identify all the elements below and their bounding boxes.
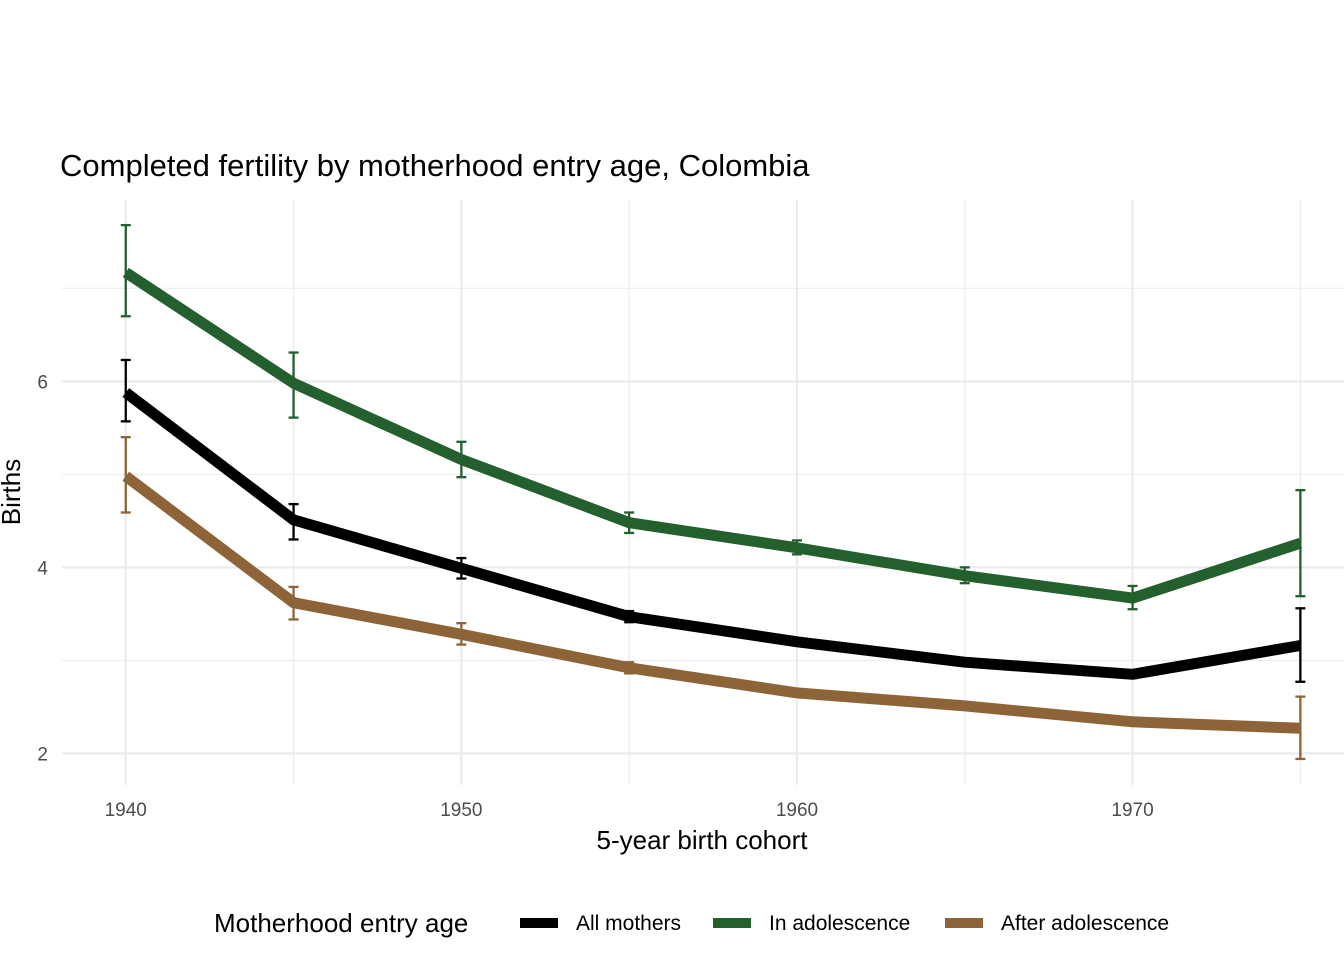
legend-label: In adolescence bbox=[769, 912, 910, 935]
error-bar-in-adolescence bbox=[120, 223, 131, 318]
legend-items: All mothers In adolescence After adolescen… bbox=[520, 912, 1169, 935]
legend-title: Motherhood entry age bbox=[214, 908, 468, 938]
error-bar-all-mothers bbox=[120, 358, 131, 423]
legend-label: After adolescence bbox=[1001, 912, 1169, 935]
error-bar-all-mothers bbox=[1295, 607, 1306, 683]
x-tick-label: 1960 bbox=[776, 800, 818, 821]
chart-title: Completed fertility by motherhood entry … bbox=[60, 148, 810, 183]
error-bar-after-adolescence bbox=[120, 436, 131, 514]
plot-panel bbox=[62, 200, 1344, 785]
x-tick-label: 1970 bbox=[1111, 800, 1153, 821]
y-tick-label: 2 bbox=[37, 744, 48, 765]
legend-item-after-adolescence: After adolescence bbox=[945, 912, 1169, 935]
series-line-in-adolescence bbox=[122, 267, 1303, 604]
series-lines bbox=[122, 267, 1303, 734]
y-tick-label: 6 bbox=[37, 372, 48, 393]
legend-swatch bbox=[520, 918, 558, 928]
y-axis-title: Births bbox=[0, 459, 26, 525]
legend-item-in-adolescence: In adolescence bbox=[713, 912, 910, 935]
legend-item-all-mothers: All mothers bbox=[520, 912, 681, 935]
y-tick-label: 4 bbox=[37, 558, 48, 579]
x-tick-label: 1940 bbox=[105, 800, 147, 821]
series-line-after-adolescence bbox=[122, 471, 1301, 734]
legend: Motherhood entry age All mothers In adole… bbox=[214, 908, 1169, 938]
x-axis-ticks: 1940 1950 1960 1970 bbox=[105, 800, 1154, 821]
y-axis-ticks: 2 4 6 bbox=[37, 372, 48, 765]
legend-label: All mothers bbox=[576, 912, 681, 935]
legend-swatch bbox=[945, 918, 983, 928]
x-axis-title: 5-year birth cohort bbox=[597, 825, 809, 855]
x-tick-label: 1950 bbox=[440, 800, 482, 821]
series-line-all-mothers bbox=[122, 388, 1302, 680]
legend-swatch bbox=[713, 918, 751, 928]
